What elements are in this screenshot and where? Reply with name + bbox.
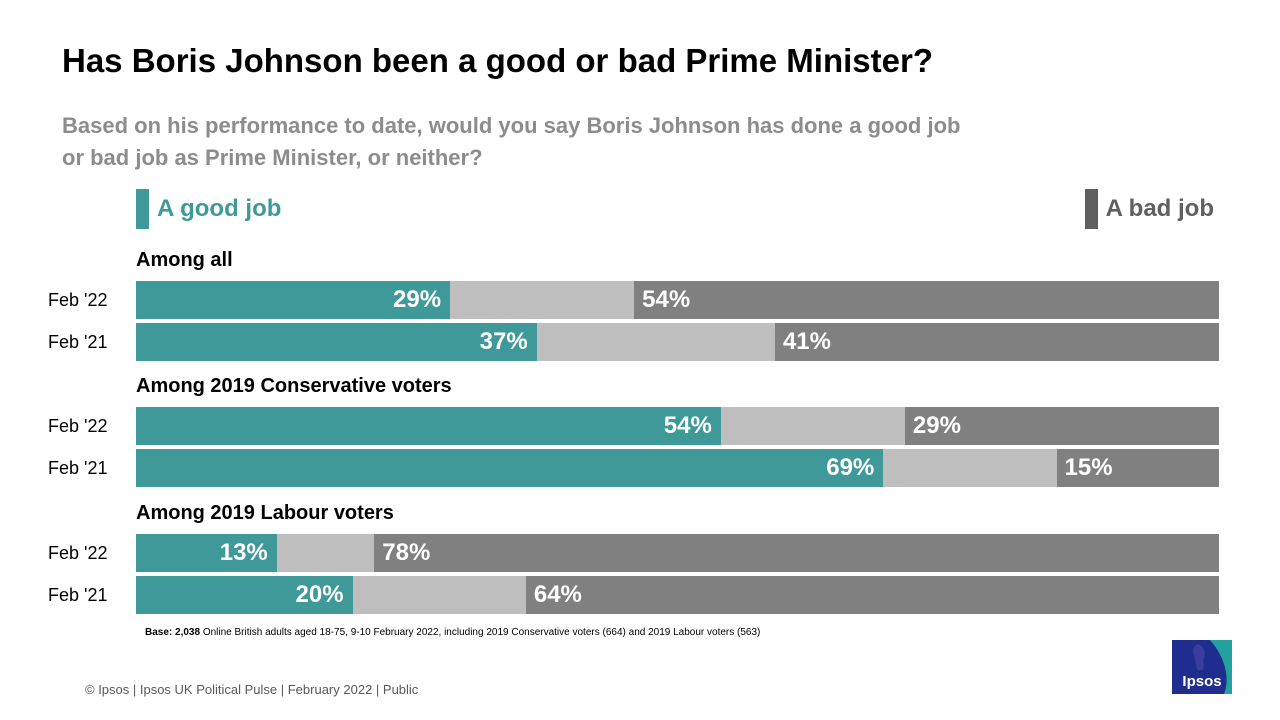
bar-neither	[276, 534, 375, 572]
bar-bad: 41%	[774, 323, 1219, 361]
bar-row: 69% 15%	[136, 449, 1219, 487]
bar-good: 20%	[136, 576, 353, 614]
row-label: Feb '22	[48, 543, 108, 563]
group-label: Among 2019 Labour voters	[136, 502, 394, 524]
legend-bad-label: A bad job	[1105, 195, 1214, 222]
legend-good-label: A good job	[157, 195, 282, 222]
bar-row: 54% 29%	[136, 407, 1219, 445]
bar-bad-value: 54%	[642, 286, 691, 313]
bar-good: 69%	[136, 449, 884, 487]
base-note-bold: Base: 2,038	[145, 627, 201, 638]
bar-bad-value: 64%	[533, 581, 582, 608]
bar-neither	[720, 407, 905, 445]
bar-row: 37% 41%	[136, 323, 1219, 361]
ipsos-logo: Ipsos	[1172, 640, 1232, 694]
bar-bad: 54%	[634, 281, 1219, 319]
bar-row: 20% 64%	[136, 576, 1219, 614]
bar-good: 13%	[136, 534, 277, 572]
bar-good-value: 13%	[219, 539, 268, 566]
row-label: Feb '22	[48, 416, 108, 436]
bar-neither	[536, 323, 775, 361]
bar-row: 13% 78%	[136, 534, 1219, 572]
row-label: Feb '22	[48, 290, 108, 310]
legend-good: A good job	[136, 189, 281, 229]
row-label: Feb '21	[48, 332, 108, 352]
bar-row: 29% 54%	[136, 281, 1219, 319]
bar-good-value: 20%	[295, 581, 344, 608]
bar-good: 29%	[136, 281, 451, 319]
page-title: Has Boris Johnson been a good or bad Pri…	[62, 42, 933, 79]
bar-good-value: 37%	[479, 328, 528, 355]
bar-good: 54%	[136, 407, 721, 445]
legend-good-swatch	[136, 189, 149, 229]
group-label: Among 2019 Conservative voters	[136, 375, 452, 397]
bar-good-value: 54%	[663, 412, 712, 439]
base-note-text: Online British adults aged 18-75, 9-10 F…	[200, 627, 761, 638]
bar-bad: 64%	[525, 576, 1219, 614]
bar-bad-value: 15%	[1064, 454, 1113, 481]
bar-bad-value: 41%	[782, 328, 831, 355]
bar-neither	[352, 576, 526, 614]
legend-bad: A bad job	[1084, 189, 1214, 229]
base-note: Base: 2,038 Online British adults aged 1…	[145, 627, 760, 638]
bar-bad-value: 29%	[912, 412, 961, 439]
bar-bad: 15%	[1056, 449, 1219, 487]
bar-bad: 78%	[374, 534, 1219, 572]
footer: © Ipsos | Ipsos UK Political Pulse | Feb…	[85, 682, 419, 697]
logo-text: Ipsos	[1182, 673, 1222, 690]
bar-bad: 29%	[904, 407, 1219, 445]
row-label: Feb '21	[48, 458, 108, 478]
chart-subtitle: Based on his performance to date, would …	[62, 113, 961, 170]
logo-wedge-icon	[1193, 640, 1232, 694]
bar-good: 37%	[136, 323, 537, 361]
bar-bad-value: 78%	[382, 539, 431, 566]
row-label: Feb '21	[48, 585, 108, 605]
bar-good-value: 69%	[826, 454, 875, 481]
bar-neither	[883, 449, 1057, 487]
bar-good-value: 29%	[393, 286, 442, 313]
bar-neither	[450, 281, 635, 319]
legend-bad-swatch	[1084, 189, 1098, 229]
group-label: Among all	[136, 249, 233, 271]
